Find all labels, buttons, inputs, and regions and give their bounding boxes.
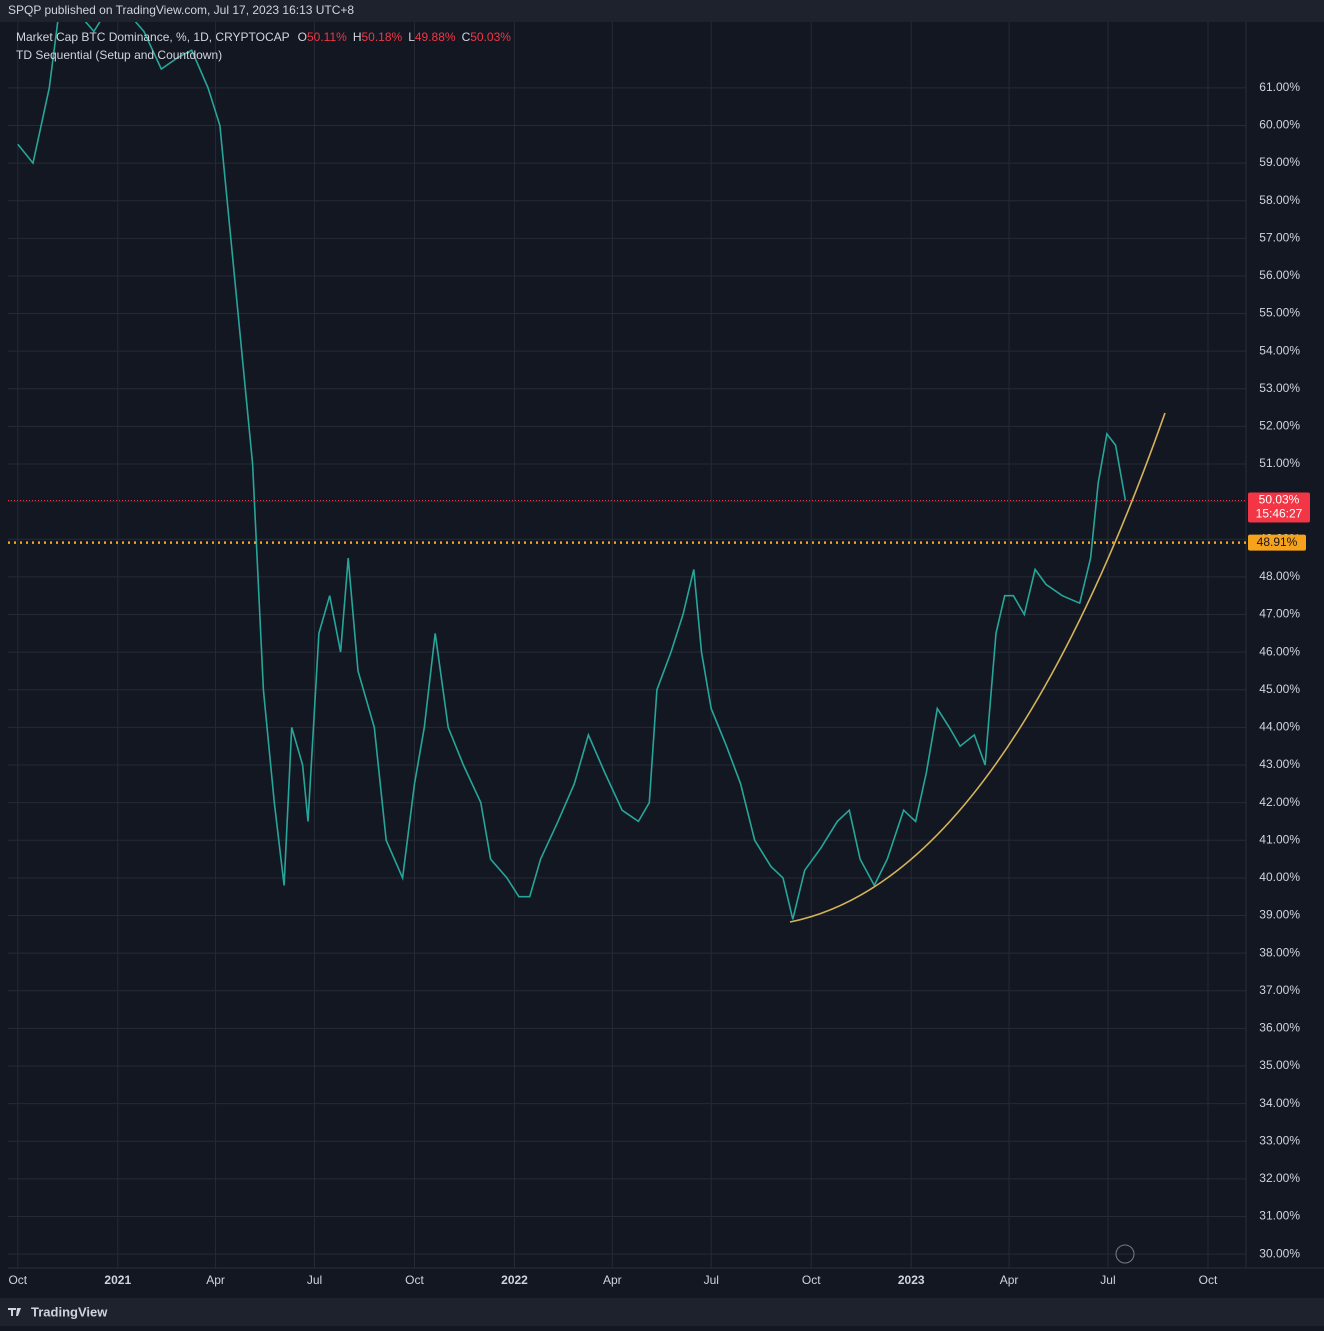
y-tick-label: 60.00% [1259,118,1300,132]
x-tick-label: Oct [405,1273,424,1287]
price-tag [1248,534,1306,551]
y-tick-label: 59.00% [1259,155,1300,169]
y-tick-label: 47.00% [1259,607,1300,621]
y-tick-label: 45.00% [1259,682,1300,696]
y-tick-label: 43.00% [1259,757,1300,771]
ohlc-value: 50.11% [307,30,347,44]
y-tick-label: 52.00% [1259,419,1300,433]
title-text: Market Cap BTC Dominance, %, 1D, CRYPTOC… [16,30,290,44]
y-tick-label: 54.00% [1259,343,1300,357]
x-tick-label: Apr [206,1273,225,1287]
top-bar [0,0,1324,22]
x-tick-label: Apr [1000,1273,1019,1287]
ohlc-value: 50.03% [470,30,511,44]
x-tick-label: Oct [8,1273,27,1287]
x-tick-label: Jul [1100,1273,1115,1287]
x-tick-label: Jul [704,1273,719,1287]
last-price-label: 50.03% [1259,493,1300,507]
lightning-icon [1115,1244,1135,1264]
y-tick-label: 36.00% [1259,1021,1300,1035]
y-tick-label: 42.00% [1259,795,1300,809]
y-tick-label: 57.00% [1259,230,1300,244]
plot-area [17,22,1127,920]
last-price-tag [1248,492,1310,523]
x-tick-label: Apr [603,1273,622,1287]
trend-curve [789,412,1166,923]
ohlc-value: 50.18% [361,30,402,44]
y-tick-label: 56.00% [1259,268,1300,282]
y-tick-label: 41.00% [1259,832,1300,846]
y-tick-label: 38.00% [1259,945,1300,959]
y-tick-label: 48.00% [1259,569,1300,583]
y-tick-label: 31.00% [1259,1209,1300,1223]
y-tick-label: 44.00% [1259,720,1300,734]
chart-title: Market Cap BTC Dominance, %, 1D, CRYPTOC… [16,30,511,44]
y-tick-label: 35.00% [1259,1058,1300,1072]
countdown: 15:46:27 [1256,507,1303,521]
x-tick-label: 2023 [898,1273,925,1287]
x-tick-label: Oct [1199,1273,1218,1287]
y-tick-label: 34.00% [1259,1096,1300,1110]
tv-logo [8,1308,21,1316]
price-tag-label: 48.91% [1257,535,1298,549]
y-tick-label: 37.00% [1259,983,1300,997]
x-tick-label: Oct [802,1273,821,1287]
y-tick-label: 51.00% [1259,456,1300,470]
y-tick-label: 46.00% [1259,644,1300,658]
ohlc-key: H [353,30,362,44]
footer-brand: TradingView [31,1304,108,1319]
y-tick-label: 40.00% [1259,870,1300,884]
y-tick-label: 53.00% [1259,381,1300,395]
publisher-line: SPQP published on TradingView.com, Jul 1… [8,3,354,17]
grid [8,22,1246,1268]
y-tick-label: 61.00% [1259,80,1300,94]
x-tick-label: 2021 [104,1273,131,1287]
price-line [17,22,1127,920]
y-tick-label: 33.00% [1259,1133,1300,1147]
ohlc-key: C [462,30,471,44]
y-tick-label: 58.00% [1259,193,1300,207]
ohlc-key: O [298,30,307,44]
y-tick-label: 32.00% [1259,1171,1300,1185]
footer-bar [0,1298,1324,1326]
y-tick-label: 39.00% [1259,908,1300,922]
x-tick-label: Jul [307,1273,322,1287]
ohlc-value: 49.88% [415,30,456,44]
y-tick-label: 30.00% [1259,1246,1300,1260]
x-tick-label: 2022 [501,1273,528,1287]
y-tick-label: 55.00% [1259,306,1300,320]
ohlc-key: L [408,30,415,44]
indicator-name: TD Sequential (Setup and Countdown) [16,48,222,62]
